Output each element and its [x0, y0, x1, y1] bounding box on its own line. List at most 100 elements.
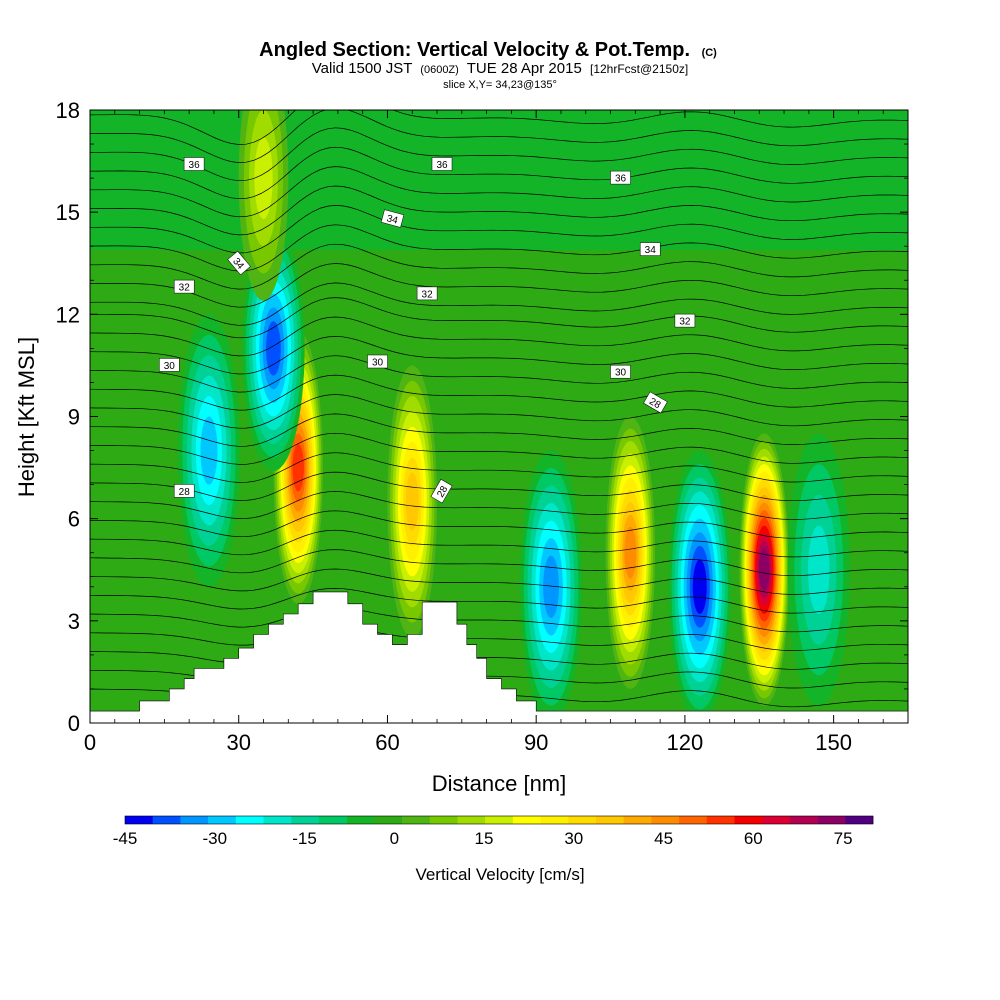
x-tick-label-2: 60 — [375, 730, 399, 755]
theta-label-text-10: 30 — [372, 358, 384, 369]
theta-label-text-4: 34 — [645, 245, 657, 256]
isentrope-23 — [90, 243, 908, 290]
isentrope-27 — [90, 166, 908, 218]
isentrope-25 — [90, 205, 908, 254]
theta-label-6: 32 — [173, 279, 195, 294]
colorbar-tick-label-4: 15 — [475, 829, 494, 848]
theta-label-text-13: 28 — [179, 487, 191, 498]
theta-label-text-14: 28 — [435, 484, 450, 500]
y-tick-label-3: 9 — [68, 405, 80, 430]
isentrope-3 — [90, 626, 908, 651]
terrain — [89, 591, 909, 724]
theta-label-text-11: 30 — [615, 368, 627, 379]
y-tick-label-2: 6 — [68, 507, 80, 532]
theta-label-text-6: 32 — [179, 283, 191, 294]
chart-title: Angled Section: Vertical Velocity & Pot.… — [259, 39, 717, 61]
colorbar-tick-label-8: 75 — [834, 829, 853, 848]
theta-label-14: 28 — [430, 478, 453, 504]
isentrope-22 — [90, 263, 908, 308]
y-tick-label-4: 12 — [56, 302, 80, 327]
subtitle-valid: Valid 1500 JST — [312, 60, 412, 77]
velocity-contour-6-8 — [692, 559, 707, 614]
y-tick-label-0: 0 — [68, 711, 80, 736]
isentrope-31 — [90, 110, 908, 145]
subtitle-fcst: [12hrFcst@2150z] — [590, 62, 688, 76]
colorbar-swatch-13 — [485, 816, 514, 824]
colorbar-swatch-12 — [457, 816, 486, 824]
velocity-field — [90, 110, 908, 723]
x-axis: 0 30 60 90 120 150 — [84, 110, 884, 755]
colorbar-swatch-21 — [706, 816, 735, 824]
colorbar-swatch-17 — [595, 816, 624, 824]
velocity-cell-8 — [787, 433, 850, 706]
colorbar-swatch-11 — [429, 816, 458, 824]
y-tick-label-6: 18 — [56, 98, 80, 123]
velocity-contour-7-15 — [758, 548, 770, 592]
x-tick-label-0: 0 — [84, 730, 96, 755]
isentrope-16 — [90, 374, 908, 411]
theta-label-7: 32 — [416, 286, 438, 300]
colorbar-swatch-4 — [235, 816, 264, 824]
colorbar-tick-label-6: 45 — [654, 829, 673, 848]
theta-label-13: 28 — [173, 484, 195, 498]
isentrope-29 — [90, 127, 908, 182]
colorbar-swatch-0 — [125, 816, 153, 824]
colorbar-tick-label-7: 60 — [744, 829, 763, 848]
isentrope-10 — [90, 491, 908, 520]
colorbar-swatch-26 — [845, 816, 874, 824]
subtitle-date: TUE 28 Apr 2015 — [467, 60, 582, 77]
colorbar-swatch-6 — [291, 816, 320, 824]
colorbar-title: Vertical Velocity [cm/s] — [415, 865, 584, 884]
velocity-contour-8-3 — [807, 525, 830, 615]
y-tick-label-5: 15 — [56, 200, 80, 225]
subtitle-utc: (0600Z) — [420, 64, 459, 76]
colorbar-swatch-1 — [152, 816, 181, 824]
isentrope-21 — [90, 282, 908, 326]
velocity-cell-0 — [273, 331, 324, 604]
theta-label-0: 36 — [183, 157, 205, 171]
theta-label-text-1: 36 — [436, 160, 448, 171]
colorbar-tick-label-0: -45 — [113, 829, 138, 848]
theta-label-2: 36 — [610, 170, 631, 185]
isentrope-20 — [90, 297, 908, 339]
x-tick-label-1: 30 — [226, 730, 250, 755]
isentrope-13 — [90, 432, 908, 465]
velocity-contour-4-6 — [543, 555, 559, 618]
colorbar-frame — [124, 815, 874, 825]
colorbar-swatch-3 — [208, 816, 237, 824]
velocity-cell-7 — [739, 433, 790, 706]
isentrope-30 — [90, 110, 908, 163]
theta-label-3: 34 — [380, 209, 405, 228]
colorbar-swatch-2 — [180, 816, 209, 824]
colorbar-tick-label-5: 30 — [564, 829, 583, 848]
isentropes — [90, 110, 908, 708]
colorbar-tick-label-2: -15 — [292, 829, 317, 848]
theta-label-11: 30 — [610, 364, 631, 379]
colorbar-swatch-18 — [623, 816, 652, 824]
isentrope-24 — [90, 224, 908, 272]
theta-label-8: 32 — [674, 313, 696, 328]
isentrope-4 — [90, 607, 908, 633]
colorbar-swatch-5 — [263, 816, 292, 824]
colorbar: -45 -30 -15 0 15 30 45 60 75 — [113, 815, 874, 848]
theta-label-text-9: 30 — [164, 361, 176, 372]
chart-subtitle: Valid 1500 JST (0600Z) TUE 28 Apr 2015 [… — [312, 60, 688, 77]
x-tick-label-5: 150 — [815, 730, 852, 755]
colorbar-swatch-7 — [318, 816, 347, 824]
y-axis: 0 36 9 12 15 18 — [56, 98, 908, 736]
theta-label-text-8: 32 — [679, 317, 691, 328]
chart-title-main: Angled Section: Vertical Velocity & Pot.… — [259, 39, 690, 61]
isentrope-7 — [90, 549, 908, 577]
colorbar-swatch-19 — [651, 816, 680, 824]
theta-label-text-3: 34 — [385, 213, 399, 227]
colorbar-swatch-8 — [346, 816, 375, 824]
y-axis-label: Height [Kft MSL] — [14, 337, 39, 497]
colorbar-swatch-10 — [402, 816, 431, 824]
theta-label-4: 34 — [639, 242, 661, 256]
isentrope-9 — [90, 510, 908, 539]
upper-level-band — [90, 110, 908, 250]
isentrope-17 — [90, 355, 908, 393]
colorbar-swatch-24 — [789, 816, 818, 824]
